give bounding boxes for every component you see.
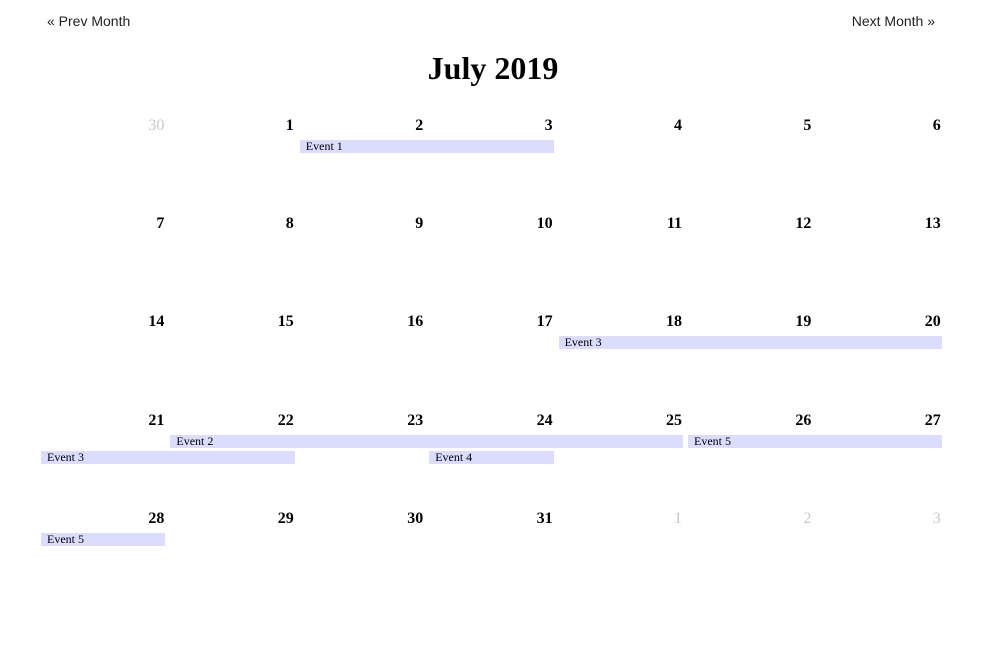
- day-number: 17: [536, 313, 553, 331]
- day-number: 30: [407, 509, 424, 527]
- day-number: 3: [544, 117, 553, 134]
- day-number: 31: [536, 509, 553, 527]
- day-number: 29: [277, 509, 294, 527]
- calendar-event[interactable]: Event 2: [170, 434, 683, 448]
- calendar-event[interactable]: Event 5: [688, 434, 942, 448]
- day-number: 10: [536, 215, 553, 233]
- day-number: 13: [924, 215, 941, 233]
- day-number: 22: [277, 411, 294, 429]
- day-number: 3: [932, 509, 941, 527]
- day-number: 11: [666, 215, 682, 233]
- day-number: 7: [156, 215, 165, 233]
- calendar-event[interactable]: Event 3: [41, 450, 295, 464]
- day-number: 4: [674, 117, 682, 134]
- day-number: 8: [285, 215, 294, 233]
- day-number: 1: [674, 509, 682, 527]
- day-number: 12: [795, 215, 812, 233]
- day-number: 14: [148, 313, 165, 331]
- prev-month-link[interactable]: « Prev Month: [47, 13, 131, 29]
- day-number: 19: [795, 313, 812, 331]
- day-number: 5: [803, 117, 812, 134]
- day-number: 9: [415, 215, 424, 233]
- day-number: 2: [415, 117, 424, 134]
- day-number: 20: [924, 313, 941, 331]
- day-number: 24: [536, 411, 553, 429]
- day-number: 6: [932, 117, 941, 134]
- day-number: 28: [148, 509, 165, 527]
- calendar-event[interactable]: Event 4: [429, 450, 554, 464]
- month-title: July 2019: [427, 50, 559, 86]
- day-number: 27: [924, 411, 941, 429]
- day-number: 26: [795, 411, 812, 429]
- calendar-event[interactable]: Event 5: [41, 532, 166, 546]
- day-number: 23: [407, 411, 424, 429]
- day-number: 21: [148, 411, 165, 429]
- calendar-event[interactable]: Event 1: [299, 140, 554, 153]
- day-number: 18: [666, 313, 682, 331]
- next-month-link[interactable]: Next Month »: [851, 13, 935, 29]
- day-number: 15: [277, 313, 294, 331]
- day-number: 25: [666, 411, 682, 429]
- calendar-event[interactable]: Event 3: [558, 336, 942, 350]
- day-number: 2: [803, 509, 812, 527]
- day-number: 1: [285, 117, 294, 134]
- day-number: 16: [407, 313, 424, 331]
- day-number: 30: [148, 117, 165, 134]
